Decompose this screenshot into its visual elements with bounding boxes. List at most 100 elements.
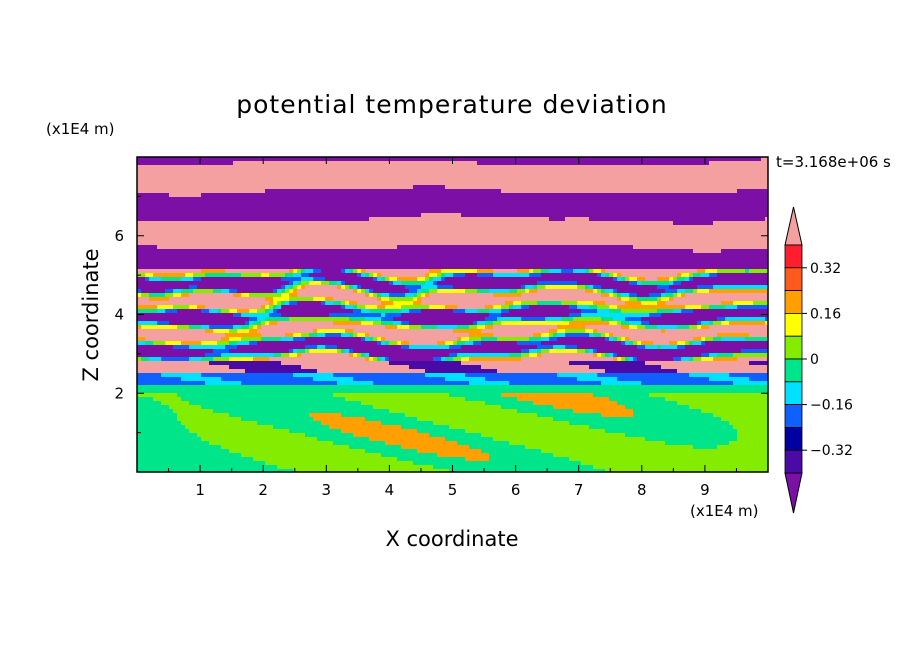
contour-cell (573, 317, 602, 322)
contour-cell (321, 421, 382, 426)
contour-cell (137, 201, 768, 206)
contour-cell (209, 441, 334, 446)
contour-cell (261, 325, 386, 330)
contour-cell (201, 357, 214, 362)
contour-cell (589, 425, 734, 430)
contour-cell (337, 285, 342, 290)
contour-cell (517, 289, 526, 294)
contour-cell (625, 277, 630, 282)
contour-cell (369, 273, 374, 278)
contour-cell (693, 357, 702, 362)
contour-cell (357, 301, 382, 306)
contour-cell (137, 369, 246, 374)
contour-cell (173, 409, 214, 414)
contour-cell (213, 349, 230, 354)
contour-cell (289, 285, 294, 290)
contour-cell (233, 325, 242, 330)
contour-cell (277, 309, 354, 314)
contour-cell (185, 273, 194, 278)
contour-cell (425, 273, 430, 278)
contour-cell (541, 269, 550, 274)
contour-cell (581, 461, 768, 466)
contour-cell (477, 309, 490, 314)
contour-cell (341, 349, 346, 354)
contour-cell (401, 309, 410, 314)
contour-cell (185, 425, 274, 430)
contour-cell (677, 273, 682, 278)
contour-cell (689, 325, 698, 330)
colorbar-swatch (784, 381, 803, 405)
contour-cell (601, 413, 634, 418)
x-axis-label: X coordinate (385, 527, 518, 551)
contour-cell (509, 353, 522, 358)
x-axis-ticks: 1 2 3 4 5 6 7 8 9 (168, 157, 737, 499)
contour-cell (161, 277, 182, 282)
contour-cell (565, 345, 578, 350)
contour-cell (721, 321, 730, 326)
contour-cell (353, 269, 358, 274)
contour-cell (205, 329, 214, 334)
contour-cell (693, 341, 702, 346)
contour-cell (137, 385, 768, 390)
contour-cell (157, 321, 170, 326)
contour-cell (645, 345, 658, 350)
contour-cell (137, 225, 768, 230)
contour-cell (229, 309, 238, 314)
contour-cell (721, 249, 768, 254)
contour-cell (289, 289, 294, 294)
contour-cell (277, 305, 282, 310)
contour-cell (197, 285, 282, 290)
contour-cell (289, 317, 350, 322)
contour-cell (465, 429, 606, 434)
contour-cell (269, 313, 282, 318)
contour-cell (397, 341, 402, 346)
contour-cell (385, 337, 458, 342)
contour-cell (285, 289, 290, 294)
contour-cell (301, 281, 310, 286)
contour-cell (685, 293, 768, 298)
contour-cell (589, 285, 594, 290)
contour-cell (585, 325, 622, 330)
contour-cell (365, 357, 370, 362)
contour-cell (665, 289, 678, 294)
contour-cell (709, 325, 768, 330)
contour-cell (693, 273, 702, 278)
contour-cell (645, 361, 750, 366)
contour-cell (753, 301, 768, 306)
contour-cell (605, 469, 768, 472)
contour-cell (649, 393, 768, 398)
contour-cell (685, 277, 690, 282)
contour-cell (261, 305, 266, 310)
contour-cell (665, 301, 722, 306)
contour-cell (421, 309, 454, 314)
contour-cell (533, 269, 542, 274)
contour-cell (137, 349, 214, 354)
x-tick-label: 5 (448, 481, 458, 499)
contour-cell (605, 353, 610, 358)
contour-cell (401, 313, 490, 318)
contour-cell (517, 269, 530, 274)
contour-cell (137, 377, 182, 382)
contour-cell (693, 337, 702, 342)
contour-cell (281, 305, 342, 310)
x-tick-label: 3 (322, 481, 332, 499)
contour-cell (301, 269, 306, 274)
contour-cell (709, 353, 718, 358)
contour-cell (145, 337, 222, 342)
contour-cell (477, 325, 486, 330)
contour-cell (137, 365, 230, 370)
contour-cell (137, 401, 162, 406)
contour-cell (557, 329, 566, 334)
contour-cell (201, 309, 210, 314)
contour-cell (221, 445, 350, 450)
contour-cell (609, 309, 622, 314)
contour-cell (437, 285, 454, 290)
colorbar-extend-min (784, 472, 803, 514)
contour-cell (549, 333, 554, 338)
contour-cell (229, 413, 310, 418)
contour-cell (669, 277, 674, 282)
contour-cell (677, 345, 686, 350)
contour-cell (369, 353, 450, 358)
contour-cell (297, 293, 366, 298)
contour-cell (429, 293, 494, 298)
